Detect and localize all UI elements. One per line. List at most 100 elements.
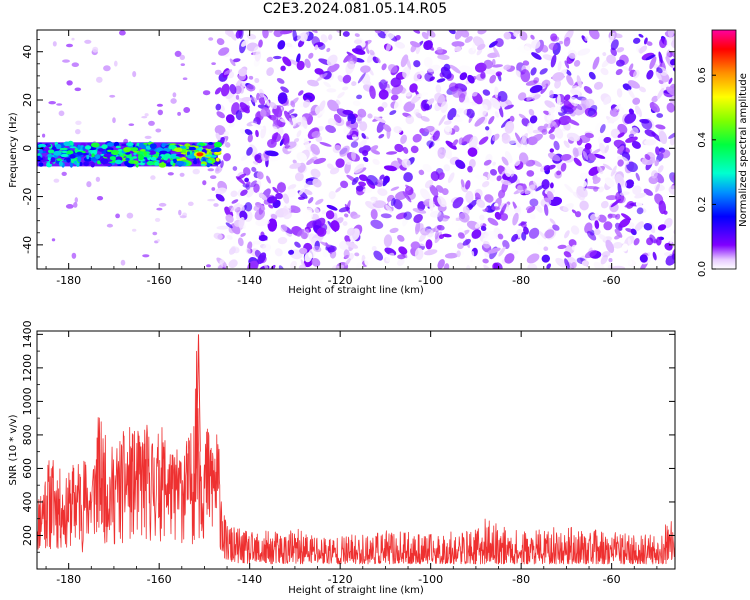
noise-blob [493,65,506,74]
signal-band-blob [78,162,83,166]
snr-y-tick-label: 1000 [21,387,34,415]
noise-blob [528,227,540,239]
noise-blob [628,63,634,72]
noise-blob [364,256,374,267]
signal-band-blob [198,147,203,152]
noise-blob [213,232,223,240]
noise-blob [494,38,504,48]
noise-blob [443,120,452,125]
noise-blob [452,139,459,146]
noise-blob [430,171,440,182]
noise-blob [267,196,278,204]
noise-blob [649,56,657,70]
sparse-blob [51,238,56,242]
noise-blob [251,166,257,173]
noise-blob [472,42,476,52]
signal-band-blob [143,151,147,157]
noise-blob [520,69,531,83]
noise-blob [462,238,471,246]
noise-blob [277,92,288,104]
noise-blob [269,156,281,162]
noise-blob [676,88,682,99]
noise-blob [266,67,274,76]
noise-blob [241,39,249,47]
noise-blob [451,41,465,48]
snr-y-tick-label: 200 [21,525,34,546]
noise-blob [436,78,446,83]
noise-blob [604,177,615,188]
noise-blob [405,186,412,191]
noise-blob [273,30,284,38]
noise-blob [244,128,253,136]
noise-blob [504,104,514,110]
noise-blob [298,187,306,196]
noise-blob [514,132,523,145]
sparse-blob [74,197,79,203]
noise-blob [220,83,230,97]
sparse-blob [106,223,113,228]
noise-blob [452,116,463,123]
noise-blob [223,131,230,137]
noise-blob [619,191,630,196]
noise-blob [452,197,464,209]
noise-blob [342,221,348,226]
noise-blob [669,233,675,244]
noise-blob [451,50,456,56]
noise-blob [580,180,587,188]
signal-band-blob [86,154,90,160]
noise-blob [253,183,260,193]
noise-blob [306,158,315,165]
noise-blob [344,162,351,174]
snr-y-tick-label: 1400 [21,320,34,348]
noise-blob [594,220,600,230]
noise-blob [552,224,560,231]
noise-blob [252,161,259,165]
noise-blob [563,140,570,148]
noise-blob [549,133,556,140]
colorbar-tick-label: 0.0 [697,261,708,277]
noise-blob [412,133,422,143]
sparse-blob [211,62,216,65]
noise-blob [409,40,420,48]
signal-band-blob [56,158,62,161]
noise-blob [655,71,662,81]
noise-blob [377,179,384,185]
noise-blob [277,40,286,50]
noise-blob [530,133,543,143]
noise-blob [385,204,393,213]
noise-blob [558,40,563,45]
noise-blob [655,236,662,246]
noise-blob [509,115,515,122]
noise-blob [570,225,580,235]
sparse-blob [58,110,65,117]
noise-blob [588,166,600,176]
noise-blob [563,251,572,258]
noise-blob [593,228,601,236]
noise-blob [235,30,243,39]
noise-blob [382,176,390,187]
sparse-blob [84,39,92,44]
signal-band-blob [158,162,167,168]
noise-blob [482,258,489,264]
sparse-blob [61,171,67,176]
signal-band-blob [82,146,86,151]
noise-blob [632,69,640,79]
noise-blob [416,92,429,98]
noise-blob [494,111,499,118]
signal-band-blob [154,161,160,166]
noise-blob [500,179,512,186]
noise-blob [239,102,250,114]
noise-blob [394,143,404,153]
snr-line [37,350,675,565]
noise-blob [517,92,527,101]
signal-band-blob [170,160,174,166]
noise-blob [655,183,660,193]
noise-blob [675,87,682,97]
noise-blob [592,56,600,70]
noise-blob [675,91,684,105]
noise-blob [276,77,285,84]
noise-blob [627,237,632,246]
noise-blob [361,132,366,139]
noise-blob [564,230,570,239]
